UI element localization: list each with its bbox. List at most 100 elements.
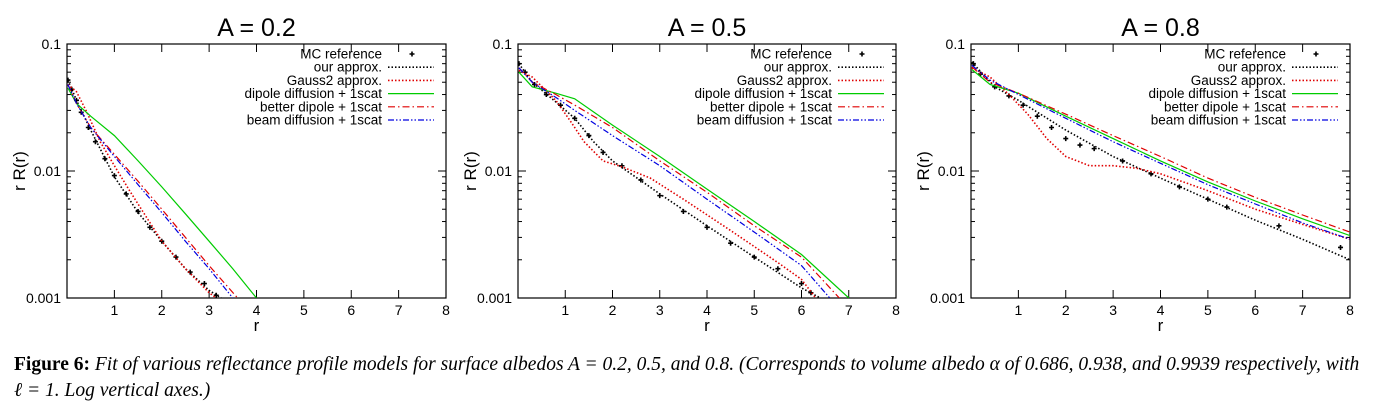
x-tick-label: 4 — [1157, 302, 1165, 318]
x-tick-label: 6 — [347, 302, 355, 318]
x-tick-label: 1 — [1014, 302, 1022, 318]
x-tick-label: 7 — [395, 302, 403, 318]
chart-title: A = 0.8 — [1121, 14, 1200, 42]
legend-label: our approx. — [1218, 60, 1286, 75]
data-point — [600, 149, 606, 155]
x-tick-label: 8 — [1346, 302, 1354, 318]
series-line-4 — [971, 66, 1350, 233]
chart-title: A = 0.2 — [217, 14, 296, 42]
x-tick-label: 4 — [253, 302, 261, 318]
y-axis-label: r R(r) — [914, 151, 933, 191]
data-point — [92, 139, 98, 145]
data-point — [67, 77, 71, 83]
series-group — [67, 77, 257, 298]
data-point — [971, 61, 976, 67]
x-tick-label: 1 — [110, 302, 118, 318]
x-axis-label: r — [1158, 316, 1164, 335]
series-group — [518, 61, 850, 298]
panel-a-0-5: A = 0.5 0.001 0.01 0.1 1 2 3 4 5 6 7 8 r r R(r) MC ref… — [461, 14, 900, 335]
x-tick-label: 1 — [561, 302, 569, 318]
data-point — [751, 254, 757, 260]
panel-a-0-2: A = 0.2 0.001 0.01 0.1 1 2 3 4 5 6 7 8 r r R(r) MC ref… — [10, 14, 450, 335]
legend-label: dipole diffusion + 1scat — [245, 86, 383, 101]
legend-label: MC reference — [300, 47, 382, 62]
caption-label: Figure 6: — [14, 354, 91, 375]
x-axis-label: r — [704, 316, 710, 335]
y-tick-label: 0.1 — [946, 36, 966, 52]
legend-label: MC reference — [750, 47, 832, 62]
series-line-2 — [67, 83, 217, 298]
x-tick-label: 2 — [158, 302, 166, 318]
series-line-1 — [518, 63, 821, 298]
x-tick-label: 3 — [656, 302, 664, 318]
x-tick-label: 5 — [750, 302, 758, 318]
plot-frame — [970, 43, 1351, 299]
legend-label: better dipole + 1scat — [260, 99, 382, 114]
legend-label: our approx. — [764, 60, 832, 75]
data-point — [1091, 146, 1097, 152]
data-point — [173, 254, 179, 260]
data-point — [775, 266, 781, 272]
y-axis-label: r R(r) — [10, 151, 29, 191]
legend-label: dipole diffusion + 1scat — [695, 86, 833, 101]
y-tick-label: 0.001 — [477, 290, 512, 306]
legend-label: our approx. — [314, 60, 382, 75]
legend-label: beam diffusion + 1scat — [247, 113, 382, 128]
plot-frame — [517, 43, 897, 299]
series-line-5 — [67, 84, 234, 298]
series-line-5 — [518, 67, 831, 298]
y-tick-label: 0.1 — [493, 36, 513, 52]
legend-label: beam diffusion + 1scat — [1151, 113, 1286, 128]
x-tick-label: 5 — [1204, 302, 1212, 318]
series-line-4 — [518, 67, 840, 298]
chart-title: A = 0.5 — [668, 14, 747, 42]
series-line-1 — [971, 61, 1350, 261]
data-point — [1224, 204, 1230, 210]
data-point — [799, 281, 804, 287]
x-tick-label: 8 — [442, 302, 450, 318]
legend-label: dipole diffusion + 1scat — [1149, 86, 1287, 101]
data-point — [586, 133, 592, 139]
panel-a-0-8: A = 0.8 0.001 0.01 0.1 1 2 3 4 5 6 7 8 r r R(r) MC ref… — [914, 14, 1354, 335]
legend-label: MC reference — [1204, 47, 1286, 62]
x-tick-label: 7 — [1299, 302, 1307, 318]
series-group — [971, 61, 1350, 261]
y-tick-label: 0.01 — [34, 163, 61, 179]
series-line-3 — [971, 69, 1350, 237]
plot-frame — [66, 43, 447, 299]
y-tick-label: 0.01 — [485, 163, 512, 179]
data-point — [1338, 244, 1344, 250]
y-tick-label: 0.001 — [930, 290, 965, 306]
x-tick-label: 5 — [300, 302, 308, 318]
x-axis-label: r — [254, 316, 260, 335]
data-point — [1034, 113, 1040, 119]
series-line-1 — [67, 79, 222, 298]
y-tick-label: 0.001 — [26, 290, 61, 306]
data-point — [1276, 223, 1282, 229]
legend-label: Gauss2 approx. — [737, 73, 832, 88]
series-line-5 — [971, 64, 1350, 240]
figure-caption: Figure 6: Fit of various reflectance pro… — [14, 352, 1364, 404]
data-point — [213, 292, 219, 298]
y-tick-label: 0.01 — [938, 163, 965, 179]
legend-label: better dipole + 1scat — [1164, 99, 1286, 114]
legend-label: Gauss2 approx. — [1191, 73, 1286, 88]
data-point — [1077, 142, 1083, 148]
legend-marker — [409, 51, 415, 57]
legend-marker — [1313, 51, 1319, 57]
data-point — [1063, 136, 1069, 142]
x-tick-label: 4 — [703, 302, 711, 318]
x-tick-label: 2 — [1062, 302, 1070, 318]
x-tick-label: 6 — [798, 302, 806, 318]
legend-marker — [859, 51, 865, 57]
x-tick-label: 6 — [1251, 302, 1259, 318]
x-tick-label: 2 — [609, 302, 617, 318]
y-axis-label: r R(r) — [461, 151, 480, 191]
data-point — [1049, 125, 1055, 131]
x-tick-label: 7 — [845, 302, 853, 318]
series-line-3 — [67, 87, 257, 298]
data-point — [572, 115, 578, 121]
x-tick-label: 3 — [1109, 302, 1117, 318]
data-point — [159, 238, 165, 244]
figure-6: A = 0.2 0.001 0.01 0.1 1 2 3 4 5 6 7 8 r r R(r) MC ref… — [10, 14, 1354, 335]
